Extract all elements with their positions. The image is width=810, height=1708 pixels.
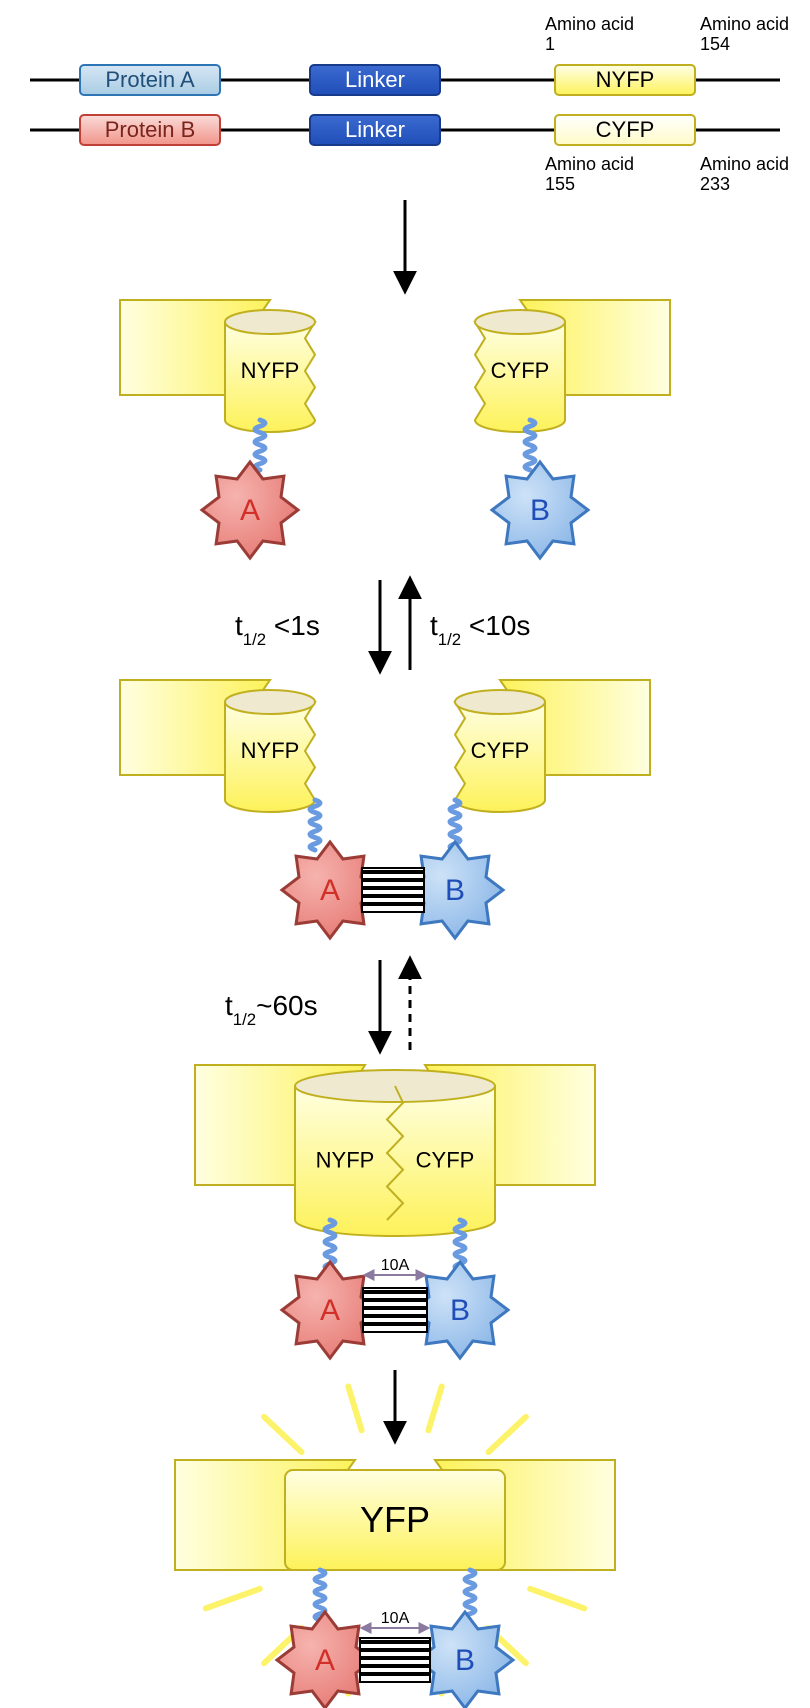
svg-text:NYFP: NYFP xyxy=(316,1148,375,1173)
linker-1-box-label: Linker xyxy=(345,67,405,92)
aa-233: Amino acid xyxy=(700,154,789,174)
bifc-diagram: Protein A Protein B Linker Linker NYFP CYFP Am… xyxy=(0,0,810,1708)
glow-ray xyxy=(428,1386,441,1430)
cyfp-box-label: CYFP xyxy=(596,117,655,142)
protein-b-box-label: Protein B xyxy=(105,117,196,142)
bound-nyfp-label: NYFP xyxy=(241,738,300,763)
kin-60s: t1/2~60s xyxy=(225,990,318,1029)
bound-nyfp-top xyxy=(225,690,315,714)
glow-ray xyxy=(264,1417,301,1452)
bound-cyfp-top xyxy=(455,690,545,714)
aa-1: Amino acid xyxy=(545,14,634,34)
aa-154-num: 154 xyxy=(700,34,730,54)
sep-cyfp-b-coil xyxy=(525,420,535,470)
joined-starB-letter: B xyxy=(450,1294,470,1327)
sep-cyfp-b-star-letter: B xyxy=(530,494,550,527)
svg-text:CYFP: CYFP xyxy=(416,1148,475,1173)
sep-cyfp-b-barrel-top xyxy=(475,310,565,334)
aa-154: Amino acid xyxy=(700,14,789,34)
bound-cyfp-label: CYFP xyxy=(471,738,530,763)
bound-coilL xyxy=(310,800,320,850)
sep-nyfp-a-star-letter: A xyxy=(240,494,260,527)
protein-a-box-label: Protein A xyxy=(105,67,195,92)
aa-155: Amino acid xyxy=(545,154,634,174)
dim-10a-label: 10A xyxy=(381,1257,410,1274)
glow-ray xyxy=(206,1589,260,1609)
nyfp-box-label: NYFP xyxy=(596,67,655,92)
kin-lt10s: t1/2 <10s xyxy=(430,610,530,649)
sep-nyfp-a-barrel-top xyxy=(225,310,315,334)
sep-cyfp-b-barrel-label: CYFP xyxy=(491,358,550,383)
glow-ray xyxy=(489,1417,526,1452)
sep-nyfp-a-coil xyxy=(255,420,265,470)
fluor-starA-letter: A xyxy=(315,1644,335,1677)
kin-lt1s: t1/2 <1s xyxy=(235,610,320,649)
glow-ray xyxy=(348,1386,361,1430)
bound-starB-letter: B xyxy=(445,874,465,907)
joined-starA-letter: A xyxy=(320,1294,340,1327)
fluor-dim-label: 10A xyxy=(381,1610,410,1627)
aa-233-num: 233 xyxy=(700,174,730,194)
fluor-starB-letter: B xyxy=(455,1644,475,1677)
sep-nyfp-a-barrel-label: NYFP xyxy=(241,358,300,383)
glow-ray xyxy=(530,1589,584,1609)
fluor-yfp-label: YFP xyxy=(360,1499,430,1540)
aa-155-num: 155 xyxy=(545,174,575,194)
bound-starA-letter: A xyxy=(320,874,340,907)
aa-1-num: 1 xyxy=(545,34,555,54)
linker-2-box-label: Linker xyxy=(345,117,405,142)
